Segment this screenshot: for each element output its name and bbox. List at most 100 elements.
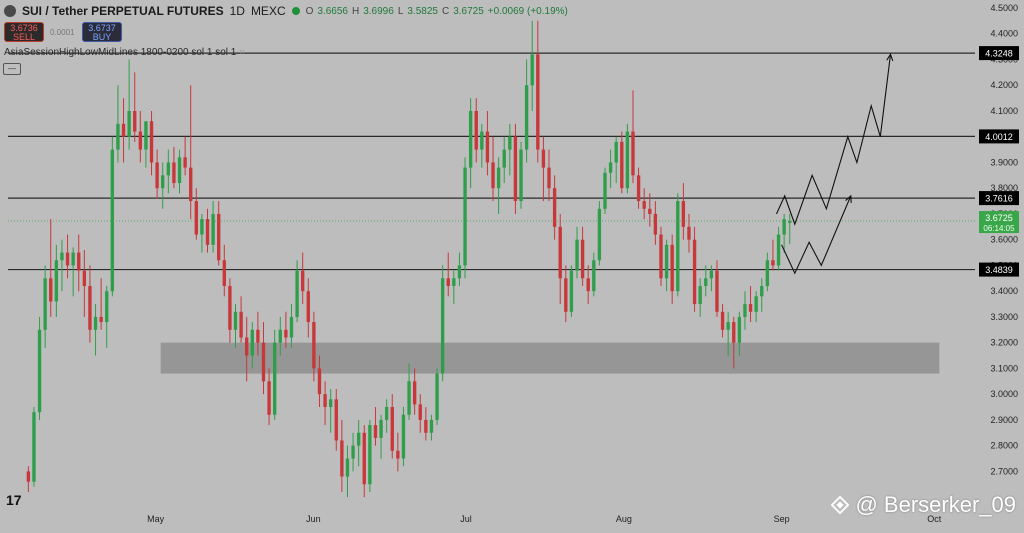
candle — [312, 322, 316, 369]
candle — [737, 316, 742, 343]
candle — [250, 329, 254, 356]
current-price-box — [979, 211, 1019, 234]
candle — [54, 260, 59, 302]
candle — [37, 329, 42, 413]
candle — [60, 252, 64, 261]
change-value: +0.0069 (+0.19%) — [487, 5, 568, 17]
candle — [720, 311, 725, 330]
eye-icon[interactable]: ○ — [239, 47, 246, 58]
candle — [631, 131, 635, 176]
candle — [452, 278, 456, 287]
projection-path-upper — [775, 54, 892, 226]
y-tick-label: 3.9000 — [990, 157, 1018, 167]
candle — [429, 419, 434, 433]
candle — [390, 407, 394, 451]
buy-button[interactable]: 3.6737 BUY — [82, 22, 122, 42]
candle — [620, 141, 624, 189]
symbol-header: SUI / Tether PERPETUAL FUTURES 1D MEXC O… — [4, 3, 568, 19]
candle — [457, 265, 462, 279]
candle — [71, 252, 75, 266]
candle — [228, 286, 232, 330]
candle — [586, 278, 590, 292]
candle — [273, 342, 277, 415]
level-label-box — [979, 191, 1019, 206]
y-tick-label: 3.8000 — [990, 183, 1018, 193]
candle — [418, 404, 422, 420]
y-tick-label: 4.1000 — [990, 106, 1018, 116]
candle — [743, 304, 747, 317]
x-tick-label: Sep — [774, 514, 790, 524]
level-label: 4.0012 — [985, 132, 1013, 142]
y-tick-label: 2.8000 — [990, 441, 1018, 451]
candle — [782, 219, 786, 235]
candle — [26, 471, 31, 482]
candle — [569, 270, 574, 312]
candle — [166, 162, 170, 176]
candle — [788, 221, 792, 223]
candle — [715, 270, 719, 312]
candle — [110, 149, 115, 292]
candle — [172, 162, 176, 184]
collapse-legend-button[interactable]: — — [3, 63, 21, 75]
candle — [603, 172, 607, 209]
high-label: H — [351, 5, 360, 17]
candle — [625, 131, 630, 189]
level-label: 3.7616 — [985, 194, 1013, 204]
candle — [121, 123, 126, 137]
x-tick-label: May — [147, 514, 165, 524]
candle — [328, 399, 333, 408]
candle — [440, 278, 445, 374]
candle — [105, 291, 109, 323]
candle — [356, 432, 361, 446]
candle — [306, 291, 310, 323]
indicator-legend[interactable]: AsiaSessionHighLowMidLines 1800-0200 sol… — [4, 47, 245, 58]
candle — [138, 131, 143, 150]
sui-coin-icon — [4, 5, 16, 17]
x-tick-label: Aug — [616, 514, 632, 524]
candle — [155, 162, 159, 189]
candle — [732, 322, 736, 343]
candle — [463, 167, 467, 266]
candle — [653, 213, 658, 235]
level-label: 4.3248 — [985, 49, 1013, 59]
indicator-label: AsiaSessionHighLowMidLines 1800-0200 sol… — [4, 47, 237, 58]
y-tick-label: 3.3000 — [990, 312, 1018, 322]
symbol-name[interactable]: SUI / Tether PERPETUAL FUTURES — [22, 4, 224, 18]
candle — [468, 110, 473, 168]
candle — [530, 54, 534, 86]
candle — [580, 239, 585, 279]
candle — [127, 110, 131, 137]
buy-label: BUY — [92, 32, 112, 42]
candle — [183, 157, 187, 168]
candle — [384, 407, 389, 420]
candle — [765, 260, 770, 287]
candle — [32, 412, 36, 482]
candle — [664, 244, 669, 279]
level-label: 3.4839 — [985, 265, 1013, 275]
candle — [412, 381, 417, 405]
candle — [88, 286, 92, 330]
candle — [480, 131, 484, 150]
candle — [267, 381, 271, 415]
candle — [642, 201, 646, 209]
candle — [681, 201, 686, 227]
close-label: C — [441, 5, 450, 17]
candle — [508, 136, 512, 150]
candle — [99, 316, 103, 323]
candle — [676, 201, 680, 292]
projection-arrowhead-upper — [886, 53, 894, 62]
candle — [211, 213, 215, 245]
watermark-text: @ Berserker_09 — [855, 492, 1016, 517]
current-price-label: 3.6725 — [985, 213, 1013, 223]
binance-diamond-icon — [831, 496, 850, 514]
sell-button[interactable]: 3.6736 SELL — [4, 22, 44, 42]
candle — [502, 149, 506, 168]
level-label-box — [979, 129, 1019, 144]
y-tick-label: 3.2000 — [990, 338, 1018, 348]
candle — [698, 286, 702, 305]
timeframe[interactable]: 1D — [229, 4, 245, 18]
candle — [474, 110, 478, 150]
candle — [334, 399, 338, 441]
